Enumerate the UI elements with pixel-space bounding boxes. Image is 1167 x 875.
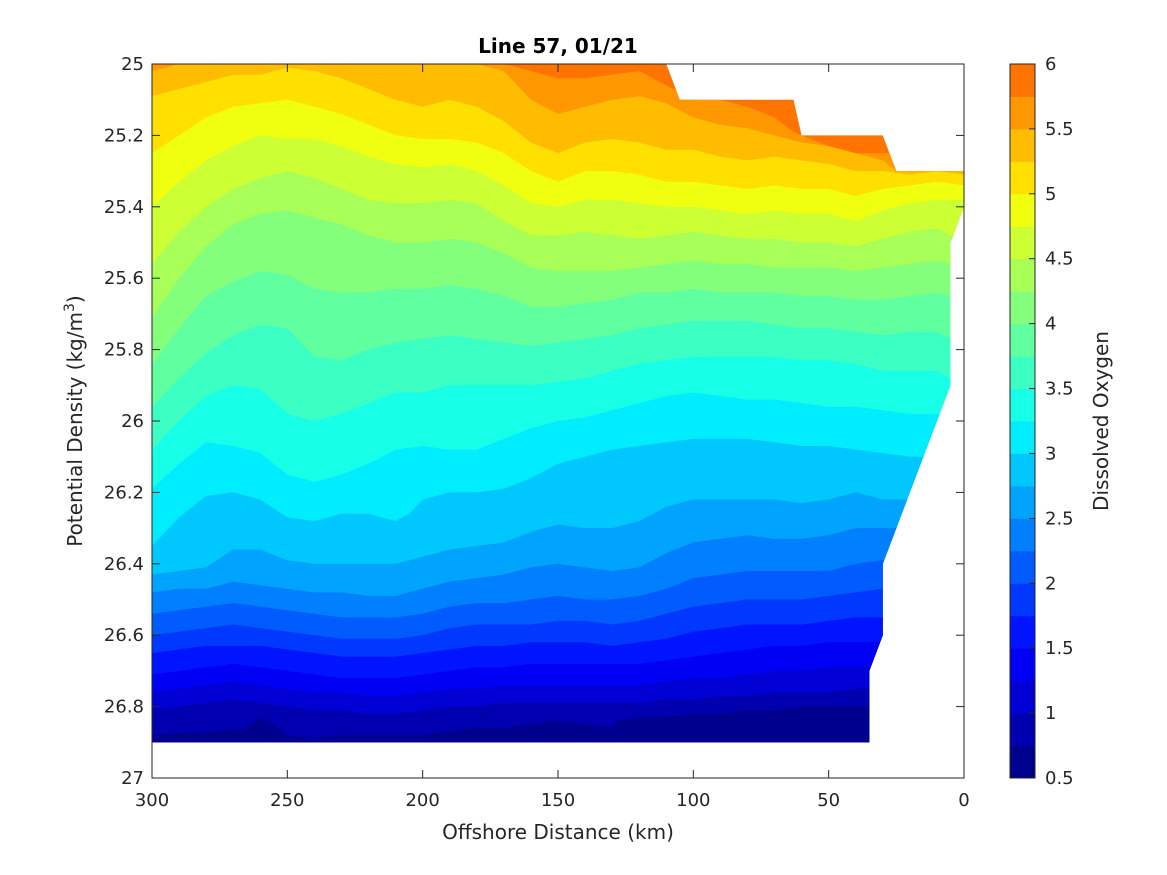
y-tick-label: 26.2 — [104, 482, 144, 503]
colorbar-swatch — [1010, 615, 1035, 649]
colorbar-swatch — [1010, 128, 1035, 162]
x-axis: 300 250 200 150 100 50 0 — [135, 64, 970, 811]
colorbar-swatch — [1010, 291, 1035, 325]
x-tick-label: 250 — [270, 790, 304, 811]
y-tick-label: 26 — [121, 411, 144, 432]
colorbar-label: Dissolved Oxygen — [1089, 331, 1113, 511]
colorbar-swatch — [1010, 745, 1035, 779]
colorbar-tick-label: 4.5 — [1045, 249, 1074, 270]
colorbar-swatch — [1010, 550, 1035, 584]
colorbar-tick-label: 3 — [1045, 443, 1056, 464]
colorbar-tick-label: 2.5 — [1045, 508, 1074, 529]
x-tick-label: 100 — [676, 790, 710, 811]
y-tick-label: 25 — [121, 54, 144, 75]
y-tick-label: 26.6 — [104, 625, 144, 646]
y-axis-label-close: ) — [63, 295, 87, 303]
colorbar-swatch — [1010, 518, 1035, 552]
colorbar-tick-label: 1 — [1045, 703, 1056, 724]
x-tick-label: 0 — [958, 790, 969, 811]
colorbar-swatch — [1010, 226, 1035, 260]
colorbar-swatch — [1010, 485, 1035, 519]
colorbar-tick-label: 5 — [1045, 184, 1056, 205]
colorbar-swatch — [1010, 356, 1035, 390]
colorbar-swatch — [1010, 258, 1035, 292]
colorbar-tick-label: 2 — [1045, 573, 1056, 594]
colorbar-swatch — [1010, 713, 1035, 747]
colorbar-swatch — [1010, 64, 1035, 97]
colorbar-tick-label: 1.5 — [1045, 638, 1074, 659]
colorbar-swatch — [1010, 161, 1035, 195]
y-axis-label: Potential Density (kg/m3) — [62, 295, 87, 546]
colorbar-tick-label: 4 — [1045, 314, 1056, 335]
colorbar-swatch — [1010, 421, 1035, 454]
colorbar-swatch — [1010, 323, 1035, 357]
colorbar-frame — [1009, 63, 1036, 779]
x-tick-label: 50 — [817, 790, 840, 811]
colorbar-swatch — [1010, 680, 1035, 714]
y-tick-label: 25.4 — [104, 197, 144, 218]
x-tick-label: 300 — [135, 790, 169, 811]
colorbar-tick-label: 3.5 — [1045, 379, 1074, 400]
colorbar-swatch — [1010, 583, 1035, 617]
y-tick-label: 26.8 — [104, 697, 144, 718]
y-axis: 25 25.2 25.4 25.6 25.8 26 26.2 26.4 26.6 26.8 27 — [104, 54, 964, 789]
colorbar-swatch — [1010, 193, 1035, 227]
contour-band — [152, 706, 964, 743]
colorbar-swatch — [1010, 388, 1035, 422]
colorbar-swatch — [1010, 96, 1035, 130]
y-axis-label-superscript: 3 — [62, 303, 78, 312]
chart-title: Line 57, 01/21 — [478, 34, 638, 58]
colorbar-swatch — [1010, 648, 1035, 682]
y-tick-label: 25.2 — [104, 125, 144, 146]
y-tick-label: 27 — [121, 768, 144, 789]
y-tick-label: 25.8 — [104, 340, 144, 361]
y-axis-label-main: Potential Density (kg/m — [63, 312, 87, 547]
y-tick-label: 25.6 — [104, 268, 144, 289]
y-tick-label: 26.4 — [104, 554, 144, 575]
x-tick-label: 200 — [405, 790, 439, 811]
x-tick-label: 150 — [541, 790, 575, 811]
colorbar-tick-label: 6 — [1045, 54, 1056, 75]
x-axis-label: Offshore Distance (km) — [442, 820, 674, 844]
colorbar-tick-label: 0.5 — [1045, 768, 1074, 789]
colorbar-tick-label: 5.5 — [1045, 119, 1074, 140]
colorbar-swatch — [1010, 453, 1035, 487]
contour-fill-layer — [152, 64, 964, 743]
colorbar: 0.5 1 1.5 2 2.5 3 3.5 4 4.5 5 5.5 6 — [1009, 54, 1074, 789]
